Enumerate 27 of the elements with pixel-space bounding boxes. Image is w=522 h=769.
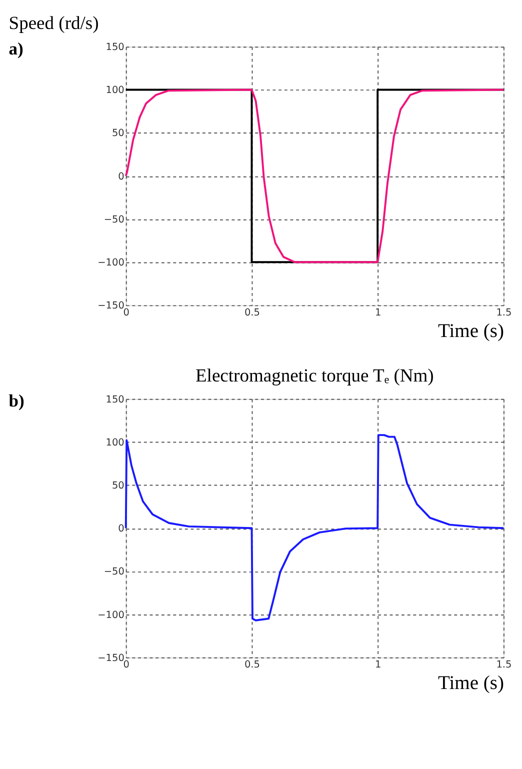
x-axis-title: Time (s) <box>438 673 504 694</box>
y-tick-label: 50 <box>112 128 124 140</box>
y-tick-label: 50 <box>112 480 124 492</box>
x-tick-label: 1.5 <box>496 307 512 318</box>
chart-title: Speed (rd/s) <box>8 13 99 34</box>
y-tick-label: −150 <box>98 652 124 664</box>
x-tick-label: 0.5 <box>244 660 260 671</box>
x-tick-label: 1 <box>374 307 382 318</box>
x-tick-label: 1 <box>374 660 382 671</box>
text: b) <box>8 390 25 411</box>
y-tick-label: 0 <box>118 524 124 535</box>
y-tick-label: 150 <box>106 394 124 406</box>
x-tick-label: 0.5 <box>244 307 260 318</box>
line-series <box>124 434 504 622</box>
text: a) <box>8 38 24 58</box>
y-tick-label: −100 <box>98 258 124 269</box>
y-tick-label: −50 <box>104 214 124 226</box>
y-tick-label: 100 <box>106 85 124 96</box>
x-axis-title: Time (s) <box>438 320 504 342</box>
y-tick-label: −150 <box>98 300 124 312</box>
x-tick-label: 1.5 <box>496 660 512 671</box>
y-tick-label: −50 <box>104 566 124 578</box>
y-tick-label: 0 <box>118 171 124 182</box>
chart-title: Electromagnetic torque Tₑ (Nm) <box>195 365 434 386</box>
y-tick-label: 150 <box>106 42 124 54</box>
y-tick-label: −100 <box>98 610 124 621</box>
y-tick-label: 100 <box>106 437 124 448</box>
